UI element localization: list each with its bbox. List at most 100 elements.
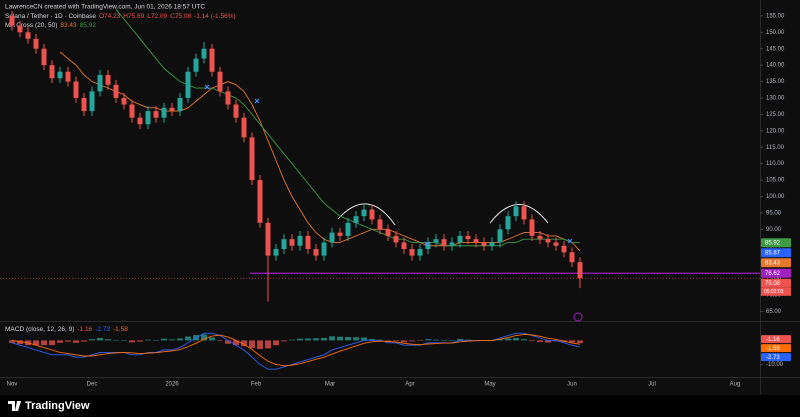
candle-body <box>561 245 567 253</box>
x-tick-label: Apr <box>405 382 414 388</box>
candle-body <box>137 117 143 125</box>
candle-body <box>449 242 455 246</box>
macd-histogram-bar <box>361 337 367 341</box>
candle-body <box>401 242 407 250</box>
cross-marker <box>567 238 573 244</box>
macd-histogram-bar <box>369 338 375 341</box>
macd-histogram-bar <box>97 338 103 341</box>
y-tick-label: 105.00 <box>766 178 785 184</box>
candle-body <box>113 84 119 98</box>
x-tick-label: May <box>484 382 495 388</box>
candle-body <box>385 229 391 236</box>
macd-y-tick-label: -10.00 <box>766 362 784 368</box>
price-label-box <box>761 238 791 248</box>
y-tick-label: 135.00 <box>766 79 785 85</box>
macd-histogram-bar <box>433 339 439 341</box>
price-label: 85.92 <box>765 240 781 246</box>
candle-body <box>217 71 223 92</box>
x-tick-label: 2026 <box>165 382 179 388</box>
candle-body <box>553 242 559 246</box>
price-label: 83.43 <box>765 260 781 266</box>
macd-histogram-bar <box>313 338 319 341</box>
candle-body <box>441 239 447 246</box>
candle-body <box>153 111 159 118</box>
price-label-box <box>761 248 791 258</box>
candle-body <box>433 239 439 243</box>
macd-histogram-bar <box>129 340 135 343</box>
macd-histogram-bar <box>153 340 159 341</box>
cross-marker <box>254 98 260 104</box>
candle-body <box>377 219 383 230</box>
macd-histogram-bar <box>161 338 167 341</box>
candle-body <box>361 209 367 217</box>
macd-histogram-bar <box>17 340 23 344</box>
candle-body <box>465 235 471 240</box>
candle-body <box>297 235 303 246</box>
macd-legend: MACD (close, 12, 26, 9) -1.16 -2.73 -1.58 <box>5 326 128 333</box>
candle-body <box>169 107 175 112</box>
candle-body <box>369 209 375 220</box>
macd-histogram-bar <box>273 340 279 346</box>
y-tick-label: 95.00 <box>766 210 782 216</box>
price-label: 76.62 <box>765 271 781 277</box>
y-tick-label: 155.00 <box>766 13 785 19</box>
macd-label-box <box>761 353 791 362</box>
x-tick-label: Mar <box>325 382 335 388</box>
candle-body <box>193 58 199 72</box>
candle-body <box>337 232 343 236</box>
candle-body <box>201 48 207 59</box>
macd-histogram-bar <box>257 340 263 350</box>
macd-histogram-bar <box>497 339 503 341</box>
macd-histogram-bar <box>49 340 55 346</box>
pattern-drawings <box>337 203 549 226</box>
macd-histogram-bar <box>57 340 63 343</box>
macd-histogram-bar <box>321 338 327 341</box>
candle-body <box>329 232 335 243</box>
candle-body <box>185 71 191 98</box>
countdown: 05:02:03 <box>764 289 784 295</box>
candle-body <box>505 216 511 230</box>
x-tick-label: Aug <box>730 382 741 388</box>
shoulder-arc <box>489 204 549 224</box>
brand-logo <box>8 401 21 411</box>
macd-histogram-bar <box>9 340 15 343</box>
x-tick-label: Jul <box>648 382 656 388</box>
alert-icon[interactable] <box>573 312 583 322</box>
macd-histogram-bar <box>233 340 239 346</box>
macd-histogram-bar <box>297 338 303 341</box>
macd-histogram-bar <box>449 340 455 341</box>
ohlc-value: O74.23 <box>99 13 121 20</box>
candle-body <box>97 74 103 92</box>
symbol: Solana / Tether · 1D · Coinbase <box>5 13 96 20</box>
macd-histogram-bar <box>73 340 79 343</box>
x-tick-label: Jun <box>567 382 577 388</box>
candle-body <box>33 38 39 49</box>
candle-body <box>417 249 423 256</box>
candle-body <box>265 222 271 256</box>
macd-histogram-bar <box>537 340 543 343</box>
candle-body <box>545 239 551 243</box>
macd-histogram-bar <box>281 340 287 342</box>
macd-histogram-bar <box>545 340 551 343</box>
macd-label: -2.73 <box>766 355 780 361</box>
macd-legend-value: -1.16 <box>77 326 92 333</box>
price-label-box <box>761 268 791 278</box>
shoulder-arc <box>337 203 396 226</box>
ohlc-value: C75.08 <box>170 13 191 20</box>
macd-legend-value: -2.73 <box>95 326 110 333</box>
macd-histogram-bar <box>513 338 519 341</box>
macd-histogram-bar <box>89 339 95 341</box>
candle-body <box>17 25 23 33</box>
price-label: 85.87 <box>765 250 781 256</box>
candle-body <box>49 65 55 79</box>
ma-title: MA Cross (20, 50) <box>5 22 57 29</box>
macd-histogram-bar <box>401 340 407 343</box>
ma-legend-value: 83.43 <box>60 22 77 29</box>
macd-histogram-bar <box>225 340 231 344</box>
macd-histogram-bar <box>457 338 463 341</box>
x-tick-label: Feb <box>251 382 262 388</box>
candle-body <box>513 206 519 217</box>
y-tick-label: 65.00 <box>766 309 782 315</box>
macd-histogram-bar <box>113 339 119 341</box>
